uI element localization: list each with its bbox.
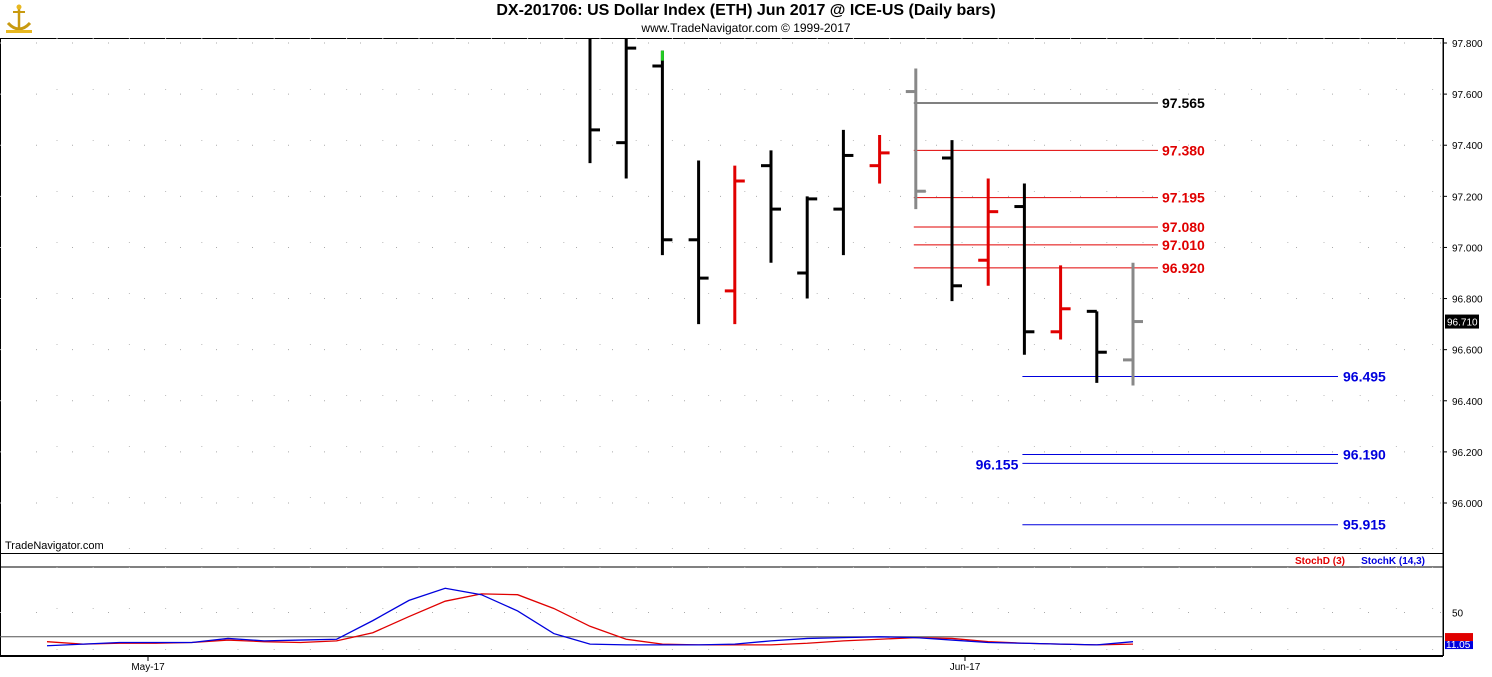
stochk-line: [46, 587, 1134, 647]
x-tick-label: Jun-17: [950, 662, 981, 673]
price-panel-border: [0, 38, 1444, 554]
price-tick-label: 97.000: [1452, 243, 1483, 254]
price-tick-label: 96.400: [1452, 397, 1483, 408]
price-panel: 97.565 97.380 97.195 97.080 97.010 96.920 96.4…: [0, 38, 1483, 554]
price-level-label: 97.380: [1162, 142, 1205, 158]
price-tick-label: 96.600: [1452, 346, 1483, 357]
stochk-last-marker: [1445, 641, 1473, 650]
price-grid: [0, 38, 1444, 554]
chart-title: DX-201706: US Dollar Index (ETH) Jun 201…: [496, 2, 996, 19]
price-level-label: 96.155: [976, 456, 1019, 472]
price-level-label: 95.915: [1343, 517, 1386, 533]
price-tick-label: 97.800: [1452, 39, 1483, 50]
stochastic-lines: [46, 587, 1134, 647]
price-tick-label: 96.800: [1452, 295, 1483, 306]
price-tick-label: 97.200: [1452, 192, 1483, 203]
last-price-label: 96.710: [1447, 318, 1478, 329]
legend-stochk: StochK (14,3): [1361, 556, 1425, 567]
price-tick-label: 96.000: [1452, 499, 1483, 510]
watermark-text: TradeNavigator.com: [5, 540, 104, 552]
price-level-label: 96.920: [1162, 260, 1205, 276]
price-level-label: 97.080: [1162, 219, 1205, 235]
stochastic-last-value: 11.05: [1446, 640, 1471, 651]
price-bars: [588, 39, 1143, 386]
chart-subtitle: www.TradeNavigator.com © 1999-2017: [641, 21, 851, 35]
price-levels: 97.565 97.380 97.195 97.080 97.010 96.920 96.4…: [913, 95, 1386, 533]
price-level-label: 96.190: [1343, 446, 1386, 462]
price-tick-label: 97.400: [1452, 141, 1483, 152]
last-price-box: [1445, 314, 1479, 329]
price-tick-label: 96.200: [1452, 448, 1483, 459]
x-axis: May-17 Jun-17: [0, 656, 1443, 673]
stochastic-panel: 50 11.05 StochD (3) StochK (14,3): [0, 553, 1473, 656]
stochastic-tick-label: 50: [1452, 609, 1464, 620]
price-level-label: 97.195: [1162, 190, 1205, 206]
stochd-line: [46, 593, 1134, 646]
price-level-label: 97.565: [1162, 95, 1205, 111]
price-level-label: 97.010: [1162, 237, 1205, 253]
price-level-label: 96.495: [1343, 369, 1386, 385]
legend-stochd: StochD (3): [1295, 556, 1345, 567]
x-tick-label: May-17: [131, 662, 165, 673]
chart-header: DX-201706: US Dollar Index (ETH) Jun 201…: [0, 0, 1492, 38]
price-tick-label: 97.600: [1452, 90, 1483, 101]
trade-navigator-logo-icon: [4, 3, 34, 35]
stochd-last-marker: [1445, 633, 1473, 642]
price-axis: 97.800 97.600 97.400 97.200 97.000 96.800 96.6…: [1443, 38, 1483, 553]
stochastic-axis: 50 11.05: [1443, 553, 1473, 656]
